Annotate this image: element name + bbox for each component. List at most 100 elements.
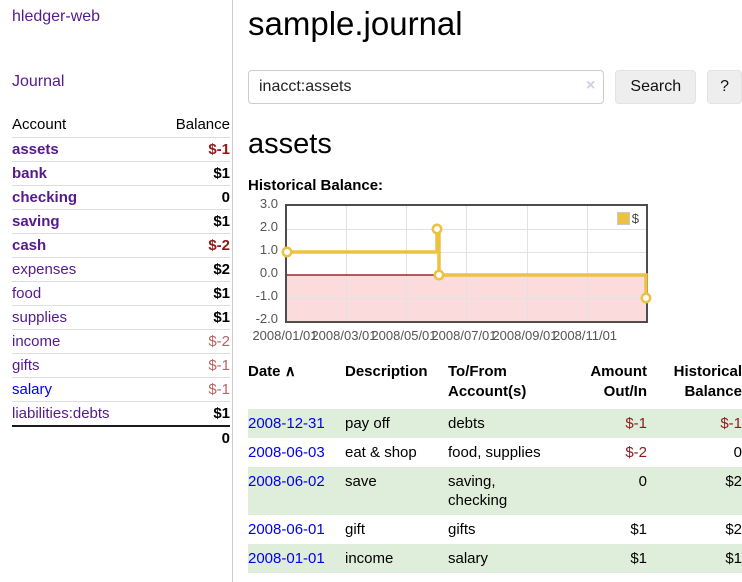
chart-canvas [281, 206, 652, 321]
vertical-gridlines [346, 206, 588, 321]
transaction-description: pay off [345, 415, 390, 432]
sidebar: hledger-web Journal Account Balance asse… [0, 0, 233, 582]
account-link-checking[interactable]: checking [12, 189, 78, 206]
y-axis-tick: 3.0 [259, 196, 278, 211]
account-row-food: food $1 [12, 281, 230, 306]
transaction-amount: $-1 [625, 415, 647, 432]
app-title: hledger-web [12, 8, 232, 26]
transaction-accounts: salary [448, 550, 489, 567]
help-button[interactable]: ? [707, 70, 742, 104]
x-axis-tick: 2008/05/01 [371, 328, 437, 343]
account-balance: $-2 [152, 329, 230, 354]
account-balance: 0 [152, 185, 230, 210]
sidebar-item-journal[interactable]: Journal [12, 73, 65, 90]
chart-legend: $ [614, 210, 641, 227]
account-heading: assets [248, 128, 332, 160]
register-header-date[interactable]: Date ∧ [248, 360, 345, 409]
register-table: Date ∧ Description To/From Account(s) Am… [248, 360, 742, 573]
account-link-supplies[interactable]: supplies [12, 309, 68, 326]
transaction-balance: 0 [733, 444, 742, 461]
account-row-checking: checking 0 [12, 185, 230, 210]
page-title: sample.journal [248, 5, 463, 42]
transaction-date-link[interactable]: 2008-01-01 [248, 550, 325, 567]
x-axis-labels: 2008/01/01 2008/03/01 2008/05/01 2008/07… [252, 328, 648, 344]
transaction-accounts: saving, checking [448, 473, 508, 509]
account-link-gifts[interactable]: gifts [12, 357, 40, 374]
account-balance: $-1 [152, 137, 230, 162]
account-row-saving: saving $1 [12, 209, 230, 234]
accounts-header-account: Account [12, 112, 153, 138]
account-link-saving[interactable]: saving [12, 213, 60, 230]
x-axis-tick: 2008/11/01 [552, 328, 618, 343]
main-content: sample.journal × Search ? assets Histori… [248, 0, 742, 573]
transaction-balance: $2 [725, 521, 742, 538]
transaction-accounts: gifts [448, 521, 476, 538]
accounts-header-balance: Balance [152, 112, 230, 138]
transaction-balance: $1 [725, 550, 742, 567]
y-axis-tick: 0.0 [259, 265, 278, 280]
search-button[interactable]: Search [615, 70, 697, 104]
series-swatch-icon [616, 212, 630, 225]
transaction-accounts: food, supplies [448, 444, 541, 461]
register-header-balance: Historical Balance [673, 363, 742, 400]
transaction-date-link[interactable]: 2008-06-03 [248, 444, 325, 461]
account-link-bank[interactable]: bank [12, 165, 48, 182]
y-axis-tick: -2.0 [255, 311, 278, 326]
account-balance: $-1 [152, 353, 230, 378]
transaction-date-link[interactable]: 2008-06-01 [248, 521, 325, 538]
register-row: 2008-06-02 save saving, checking 0 $2 [248, 467, 742, 515]
account-balance: $-1 [152, 377, 230, 402]
transaction-balance: $-1 [720, 415, 742, 432]
accounts-table-header: Account Balance [12, 112, 230, 138]
transaction-date-link[interactable]: 2008-12-31 [248, 415, 325, 432]
account-row-income: income $-2 [12, 329, 230, 354]
account-link-cash[interactable]: cash [12, 237, 47, 254]
y-axis-tick: -1.0 [255, 288, 278, 303]
chart-title: Historical Balance: [248, 177, 384, 194]
account-link-income[interactable]: income [12, 333, 61, 350]
account-row-cash: cash $-2 [12, 233, 230, 258]
register-row: 2008-12-31 pay off debts $-1 $-1 [248, 409, 742, 438]
account-link-salary[interactable]: salary [12, 381, 53, 398]
accounts-total-value: 0 [152, 425, 230, 450]
transaction-balance: $2 [725, 473, 742, 490]
account-link-liabilities-debts[interactable]: liabilities:debts [12, 405, 110, 422]
account-row-salary: salary $-1 [12, 377, 230, 402]
y-axis-tick: 2.0 [259, 219, 278, 234]
x-axis-tick: 2008/03/01 [311, 328, 377, 343]
app-title-link[interactable]: hledger-web [12, 8, 101, 25]
transaction-description: gift [345, 521, 366, 538]
series-label: $ [631, 211, 639, 226]
account-balance: $1 [152, 305, 230, 330]
transaction-amount: $1 [630, 550, 647, 567]
search-row: × Search ? [248, 70, 742, 104]
account-balance: $1 [152, 209, 230, 234]
account-row-bank: bank $1 [12, 161, 230, 186]
sort-ascending-icon: ∧ [284, 363, 296, 380]
historical-balance-chart: 3.0 2.0 1.0 0.0 -1.0 -2.0 [248, 196, 742, 347]
register-row: 2008-06-01 gift gifts $1 $2 [248, 515, 742, 544]
account-balance: $1 [152, 281, 230, 306]
account-row-liabilities-debts: liabilities:debts $1 [12, 401, 230, 427]
transaction-description: eat & shop [345, 444, 417, 461]
account-row-supplies: supplies $1 [12, 305, 230, 330]
account-link-expenses[interactable]: expenses [12, 261, 77, 278]
transaction-accounts: debts [448, 415, 485, 432]
account-link-assets[interactable]: assets [12, 141, 59, 158]
clear-search-icon[interactable]: × [586, 77, 596, 94]
y-axis-tick: 1.0 [259, 242, 278, 257]
account-row-gifts: gifts $-1 [12, 353, 230, 378]
accounts-table: Account Balance assets $-1 bank $1 check… [12, 112, 230, 450]
account-link-food[interactable]: food [12, 285, 42, 302]
transaction-amount: $1 [630, 521, 647, 538]
chart-plot-area: $ [281, 204, 652, 323]
transaction-date-link[interactable]: 2008-06-02 [248, 473, 325, 490]
account-row-assets: assets $-1 [12, 137, 230, 162]
account-balance: $1 [152, 401, 230, 427]
x-axis-tick: 2008/07/01 [431, 328, 497, 343]
account-balance: $2 [152, 257, 230, 282]
account-row-expenses: expenses $2 [12, 257, 230, 282]
search-input[interactable] [248, 70, 605, 104]
account-balance: $1 [152, 161, 230, 186]
transaction-description: save [345, 473, 377, 490]
